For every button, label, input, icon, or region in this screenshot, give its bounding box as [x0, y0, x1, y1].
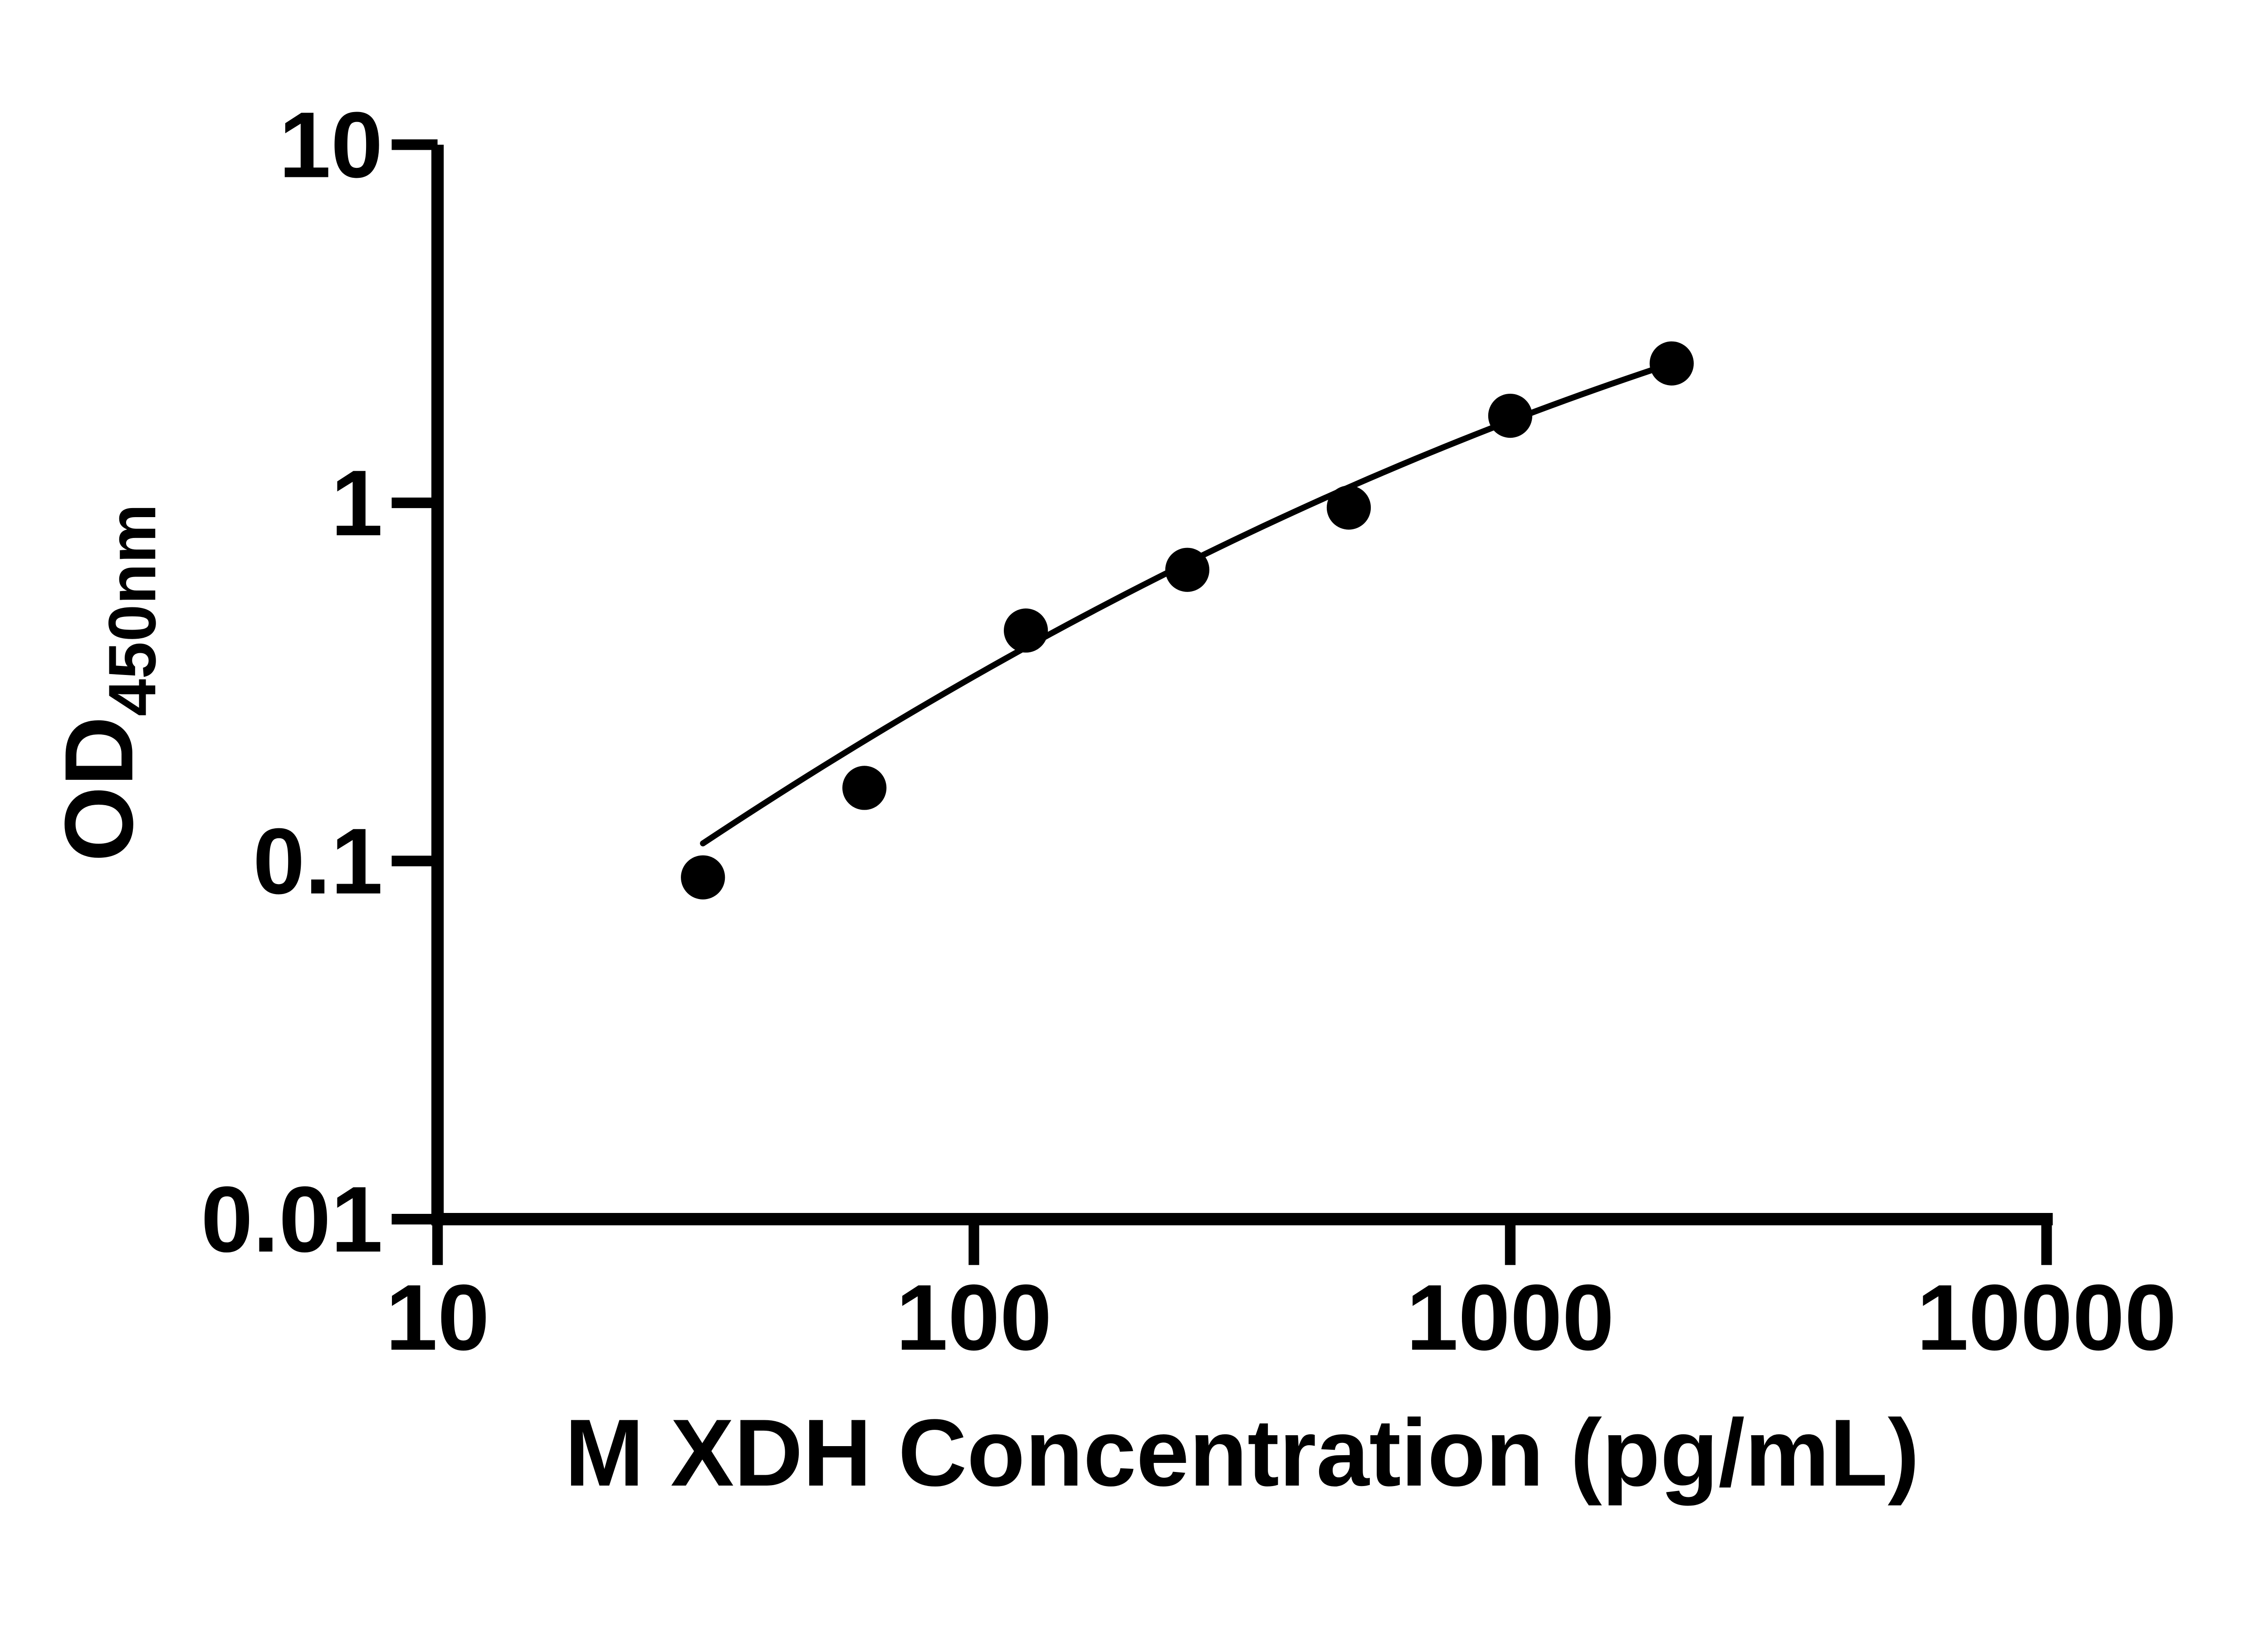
y-tick-label: 0.01: [201, 1167, 383, 1271]
data-point: [842, 766, 887, 810]
y-axis-title-main: OD: [45, 716, 153, 862]
standard-curve-fit-line: [700, 360, 1675, 846]
x-tick-label: 10: [386, 1265, 489, 1369]
y-axis-title: OD450nm: [45, 504, 170, 862]
y-tick-label: 1: [331, 450, 383, 555]
elisa-standard-curve-figure: 10 1 0.1 0.01 10 100 1000 10000 M XDH Concentra…: [44, 92, 2177, 1506]
data-point: [1003, 608, 1048, 653]
data-point: [1326, 485, 1371, 530]
y-axis-title-subscript: 450nm: [95, 504, 170, 716]
x-axis-title: M XDH Concentration (pg/mL): [565, 1399, 1920, 1506]
data-point: [1488, 393, 1533, 438]
data-point: [1165, 548, 1210, 592]
data-point: [1649, 341, 1694, 386]
y-tick-label: 10: [279, 92, 383, 197]
y-tick-label: 0.1: [253, 809, 383, 914]
data-point: [681, 855, 725, 900]
x-tick-label: 1000: [1406, 1265, 1614, 1369]
x-tick-label: 100: [896, 1265, 1052, 1369]
x-tick-label: 10000: [1916, 1265, 2176, 1369]
